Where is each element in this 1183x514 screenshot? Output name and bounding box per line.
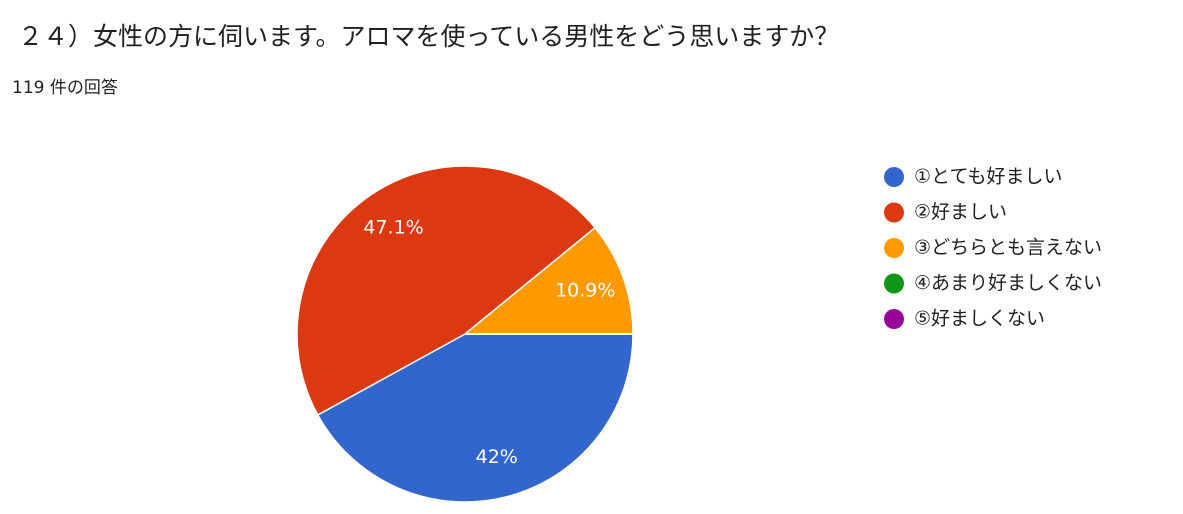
legend-label: ②好ましい: [914, 201, 1007, 223]
data-label: 10.9%: [555, 280, 615, 302]
chart-subtitle: 119 件の回答: [12, 78, 118, 98]
legend-swatch: [884, 202, 904, 223]
chart-title: ２４）女性の方に伺います。アロマを使っている男性をどう思いますか？: [18, 22, 839, 51]
legend-label: ④あまり好ましくない: [914, 272, 1102, 294]
legend-swatch: [884, 309, 904, 329]
data-label: 47.1%: [363, 217, 423, 239]
legend-swatch: [884, 238, 904, 258]
pie-slice: [462, 226, 634, 335]
legend-swatch: [884, 273, 904, 294]
legend-swatch: [884, 167, 904, 187]
data-label: 42%: [476, 446, 518, 468]
pie-slice: [316, 333, 634, 503]
pie-slice: [296, 165, 597, 416]
legend-label: ③どちらとも言えない: [914, 237, 1102, 259]
legend-label: ⑤好ましくない: [914, 308, 1045, 330]
legend-label: ①とても好ましい: [914, 166, 1063, 188]
